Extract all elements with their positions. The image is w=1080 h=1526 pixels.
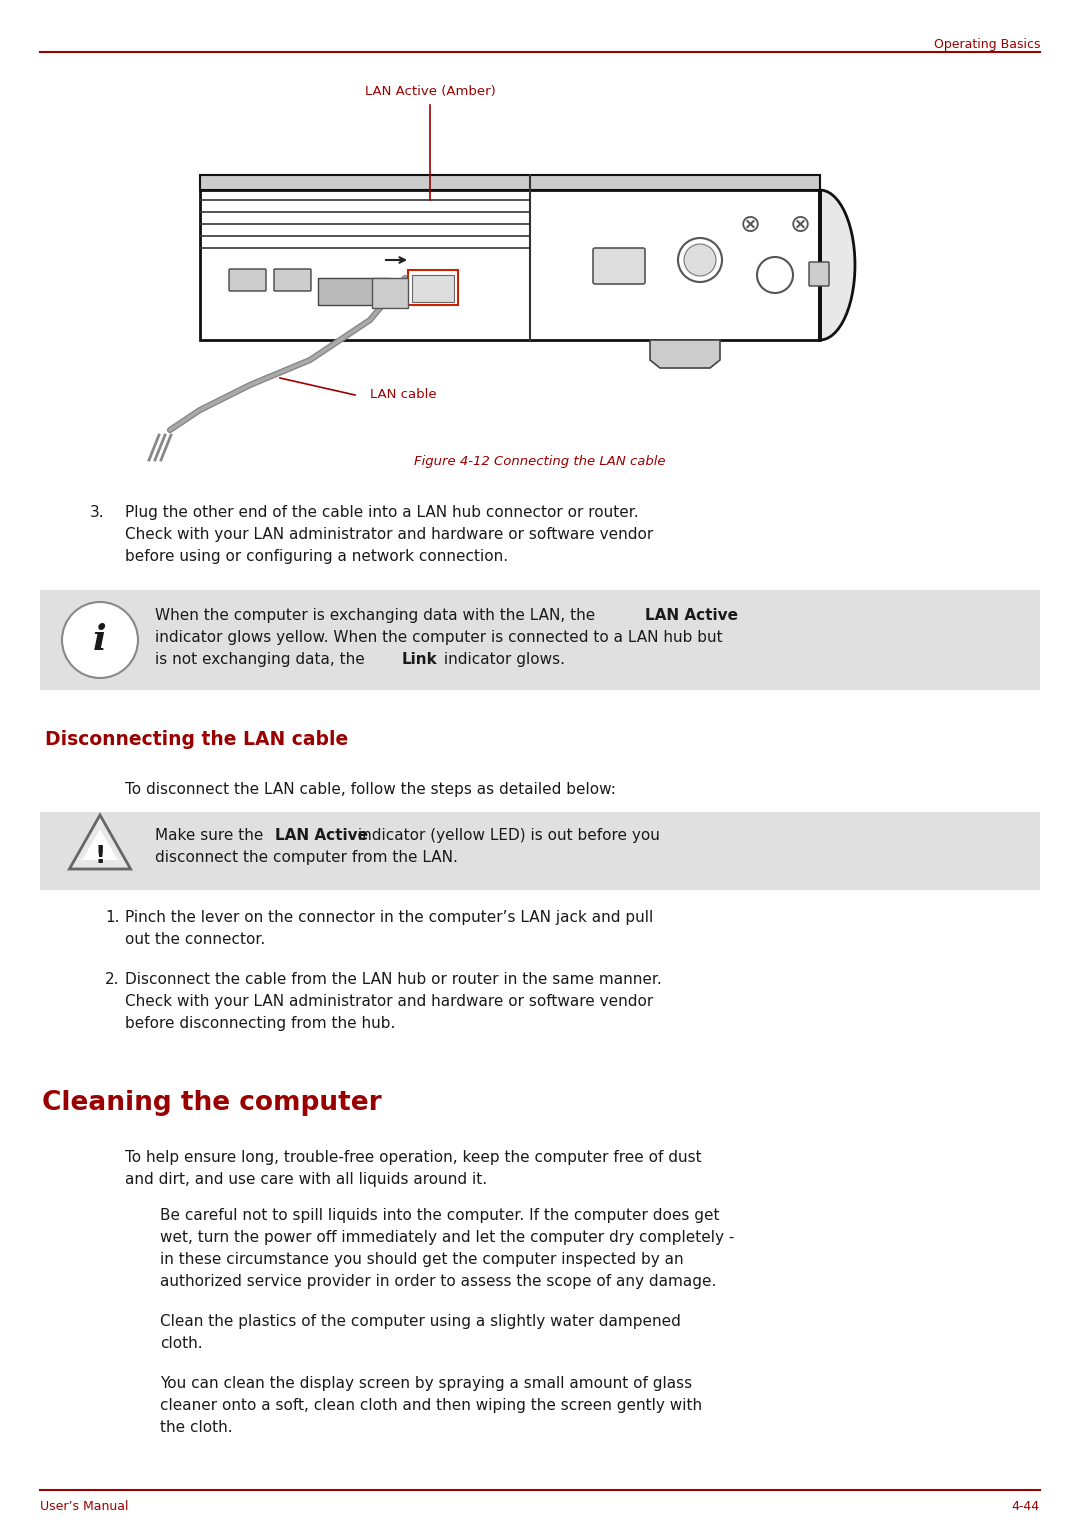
FancyBboxPatch shape [809, 262, 829, 285]
FancyBboxPatch shape [40, 591, 1040, 690]
Text: You can clean the display screen by spraying a small amount of glass: You can clean the display screen by spra… [160, 1376, 692, 1392]
Polygon shape [200, 175, 820, 191]
Text: 2.: 2. [105, 972, 120, 987]
Text: Figure 4-12 Connecting the LAN cable: Figure 4-12 Connecting the LAN cable [415, 455, 665, 468]
Text: Plug the other end of the cable into a LAN hub connector or router.: Plug the other end of the cable into a L… [125, 505, 638, 520]
Text: !: ! [94, 844, 106, 868]
FancyBboxPatch shape [274, 269, 311, 291]
FancyBboxPatch shape [411, 275, 454, 302]
Text: Check with your LAN administrator and hardware or software vendor: Check with your LAN administrator and ha… [125, 993, 653, 1009]
Text: in these circumstance you should get the computer inspected by an: in these circumstance you should get the… [160, 1251, 684, 1267]
Text: cloth.: cloth. [160, 1335, 203, 1351]
Text: LAN Active (Amber): LAN Active (Amber) [365, 85, 496, 98]
FancyBboxPatch shape [408, 270, 458, 305]
Text: When the computer is exchanging data with the LAN, the: When the computer is exchanging data wit… [156, 607, 600, 623]
Text: Check with your LAN administrator and hardware or software vendor: Check with your LAN administrator and ha… [125, 526, 653, 542]
Polygon shape [318, 278, 390, 305]
Text: Make sure the: Make sure the [156, 829, 268, 842]
Polygon shape [200, 191, 820, 340]
Text: 1.: 1. [105, 909, 120, 925]
Text: indicator glows.: indicator glows. [438, 652, 565, 667]
Text: Pinch the lever on the connector in the computer’s LAN jack and pull: Pinch the lever on the connector in the … [125, 909, 653, 925]
Polygon shape [820, 191, 855, 340]
FancyBboxPatch shape [593, 249, 645, 284]
Text: Cleaning the computer: Cleaning the computer [42, 1090, 381, 1116]
Polygon shape [650, 340, 720, 368]
Text: indicator glows yellow. When the computer is connected to a LAN hub but: indicator glows yellow. When the compute… [156, 630, 723, 645]
Text: 4-44: 4-44 [1012, 1500, 1040, 1512]
Text: Link: Link [402, 652, 437, 667]
Text: Be careful not to spill liquids into the computer. If the computer does get: Be careful not to spill liquids into the… [160, 1209, 719, 1222]
Circle shape [757, 256, 793, 293]
Text: before using or configuring a network connection.: before using or configuring a network co… [125, 549, 508, 565]
Polygon shape [69, 815, 131, 868]
Text: cleaner onto a soft, clean cloth and then wiping the screen gently with: cleaner onto a soft, clean cloth and the… [160, 1398, 702, 1413]
Text: i: i [93, 623, 107, 658]
Text: To disconnect the LAN cable, follow the steps as detailed below:: To disconnect the LAN cable, follow the … [125, 781, 616, 797]
Text: authorized service provider in order to assess the scope of any damage.: authorized service provider in order to … [160, 1274, 716, 1289]
Text: LAN Active: LAN Active [645, 607, 738, 623]
Text: Disconnecting the LAN cable: Disconnecting the LAN cable [45, 729, 348, 749]
Text: User’s Manual: User’s Manual [40, 1500, 129, 1512]
Text: ⊗: ⊗ [740, 214, 760, 237]
Text: 3.: 3. [90, 505, 105, 520]
Text: is not exchanging data, the: is not exchanging data, the [156, 652, 369, 667]
Text: Operating Basics: Operating Basics [933, 38, 1040, 50]
Text: disconnect the computer from the LAN.: disconnect the computer from the LAN. [156, 850, 458, 865]
Text: out the connector.: out the connector. [125, 932, 266, 948]
Text: LAN Active: LAN Active [275, 829, 368, 842]
Text: wet, turn the power off immediately and let the computer dry completely -: wet, turn the power off immediately and … [160, 1230, 734, 1245]
Text: ⊗: ⊗ [789, 214, 810, 237]
Circle shape [678, 238, 723, 282]
Text: the cloth.: the cloth. [160, 1421, 232, 1434]
Polygon shape [82, 830, 118, 861]
Text: Disconnect the cable from the LAN hub or router in the same manner.: Disconnect the cable from the LAN hub or… [125, 972, 662, 987]
Text: and dirt, and use care with all liquids around it.: and dirt, and use care with all liquids … [125, 1172, 487, 1187]
Text: LAN cable: LAN cable [370, 389, 436, 401]
Text: Clean the plastics of the computer using a slightly water dampened: Clean the plastics of the computer using… [160, 1314, 680, 1329]
Circle shape [62, 601, 138, 678]
Text: To help ensure long, trouble-free operation, keep the computer free of dust: To help ensure long, trouble-free operat… [125, 1151, 702, 1164]
Circle shape [684, 244, 716, 276]
Text: indicator (yellow LED) is out before you: indicator (yellow LED) is out before you [353, 829, 660, 842]
FancyBboxPatch shape [229, 269, 266, 291]
Polygon shape [372, 278, 408, 308]
Text: before disconnecting from the hub.: before disconnecting from the hub. [125, 1016, 395, 1032]
FancyBboxPatch shape [40, 812, 1040, 890]
